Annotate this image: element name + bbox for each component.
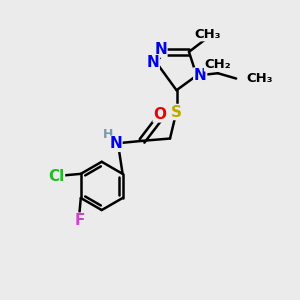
Text: CH₂: CH₂ bbox=[205, 58, 231, 71]
Text: O: O bbox=[153, 107, 166, 122]
Text: Cl: Cl bbox=[48, 169, 64, 184]
Text: N: N bbox=[146, 55, 159, 70]
Text: CH₃: CH₃ bbox=[194, 28, 221, 41]
Text: N: N bbox=[194, 68, 207, 83]
Text: F: F bbox=[74, 213, 85, 228]
Text: N: N bbox=[154, 42, 167, 57]
Text: N: N bbox=[109, 136, 122, 151]
Text: CH₃: CH₃ bbox=[246, 72, 273, 85]
Text: S: S bbox=[171, 104, 182, 119]
Text: H: H bbox=[103, 128, 114, 142]
